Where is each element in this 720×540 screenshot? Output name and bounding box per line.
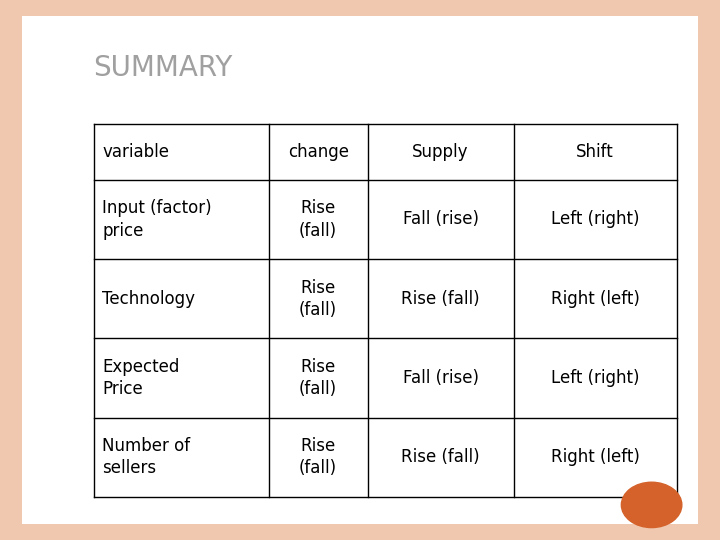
- Text: Number of
sellers: Number of sellers: [102, 437, 190, 477]
- Text: change: change: [287, 143, 348, 161]
- Text: Technology: Technology: [102, 290, 195, 308]
- Text: Left (right): Left (right): [551, 369, 639, 387]
- Circle shape: [621, 482, 682, 528]
- Text: Rise (fall): Rise (fall): [401, 448, 480, 466]
- Text: variable: variable: [102, 143, 169, 161]
- Text: Left (right): Left (right): [551, 211, 639, 228]
- Text: Right (left): Right (left): [551, 290, 639, 308]
- Text: SUMMARY: SUMMARY: [94, 54, 233, 82]
- Text: Fall (rise): Fall (rise): [402, 211, 479, 228]
- Text: Rise
(fall): Rise (fall): [299, 279, 337, 319]
- Text: Rise
(fall): Rise (fall): [299, 437, 337, 477]
- Text: Supply: Supply: [413, 143, 469, 161]
- Text: Rise
(fall): Rise (fall): [299, 358, 337, 398]
- Text: Rise (fall): Rise (fall): [401, 290, 480, 308]
- Text: Fall (rise): Fall (rise): [402, 369, 479, 387]
- Text: Right (left): Right (left): [551, 448, 639, 466]
- Text: Input (factor)
price: Input (factor) price: [102, 199, 212, 240]
- Text: Rise
(fall): Rise (fall): [299, 199, 337, 240]
- Text: Shift: Shift: [576, 143, 614, 161]
- Text: Expected
Price: Expected Price: [102, 358, 179, 398]
